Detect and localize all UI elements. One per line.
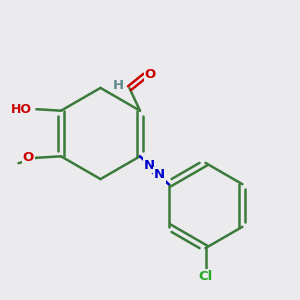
Text: Cl: Cl [198,270,213,283]
Text: N: N [154,169,165,182]
Text: HO: HO [11,103,32,116]
Text: O: O [145,68,156,81]
Text: O: O [23,151,34,164]
Text: N: N [144,159,155,172]
Text: H: H [112,79,124,92]
